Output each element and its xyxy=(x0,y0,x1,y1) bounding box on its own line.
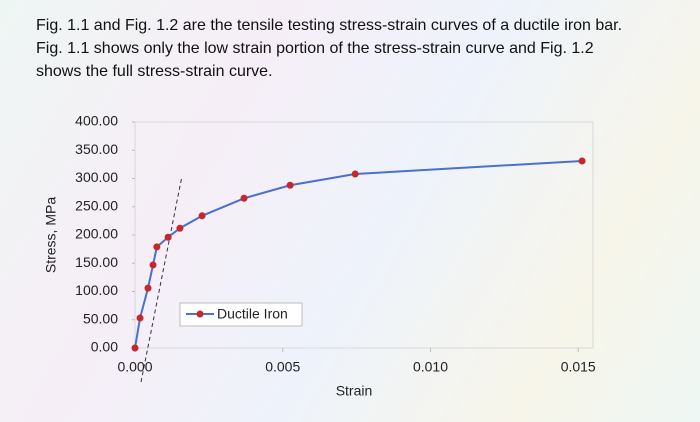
data-point xyxy=(149,261,157,269)
x-tick-label: 0.000 xyxy=(117,359,152,375)
x-tick-label: 0.010 xyxy=(413,359,448,375)
legend-label: Ductile Iron xyxy=(217,306,288,322)
y-tick-label: 350.00 xyxy=(75,141,118,157)
data-point xyxy=(578,157,586,165)
y-tick-label: 200.00 xyxy=(75,226,118,242)
offset-line xyxy=(140,175,183,383)
data-point xyxy=(144,284,152,292)
y-axis-title: Stress, MPa xyxy=(43,197,59,273)
text-line: shows the full stress-strain curve. xyxy=(36,63,273,80)
data-point xyxy=(136,314,144,322)
data-point xyxy=(131,344,139,352)
y-tick-label: 400.00 xyxy=(75,113,118,129)
y-tick-label: 100.00 xyxy=(75,282,118,298)
paragraph: Fig. 1.1 and Fig. 1.2 are the tensile te… xyxy=(36,14,622,83)
text-line: Fig. 1.1 shows only the low strain porti… xyxy=(36,40,594,57)
x-axis-title: Strain xyxy=(336,383,373,399)
data-point xyxy=(153,243,161,251)
legend-marker xyxy=(196,310,204,318)
series-line xyxy=(134,159,583,349)
y-tick-label: 150.00 xyxy=(75,254,118,270)
y-tick-label: 0.00 xyxy=(91,339,118,355)
x-tick-label: 0.005 xyxy=(265,359,300,375)
data-point xyxy=(351,170,359,178)
data-point xyxy=(198,212,206,220)
data-point xyxy=(176,224,184,232)
legend-box xyxy=(179,302,303,327)
y-tick-label: 250.00 xyxy=(75,197,118,213)
x-tick-label: 0.015 xyxy=(561,359,596,375)
data-point xyxy=(240,194,248,202)
data-point xyxy=(286,181,294,189)
y-tick-label: 50.00 xyxy=(83,310,118,326)
data-point xyxy=(164,233,172,241)
y-tick-label: 300.00 xyxy=(75,169,118,185)
text-line: Fig. 1.1 and Fig. 1.2 are the tensile te… xyxy=(36,17,623,34)
